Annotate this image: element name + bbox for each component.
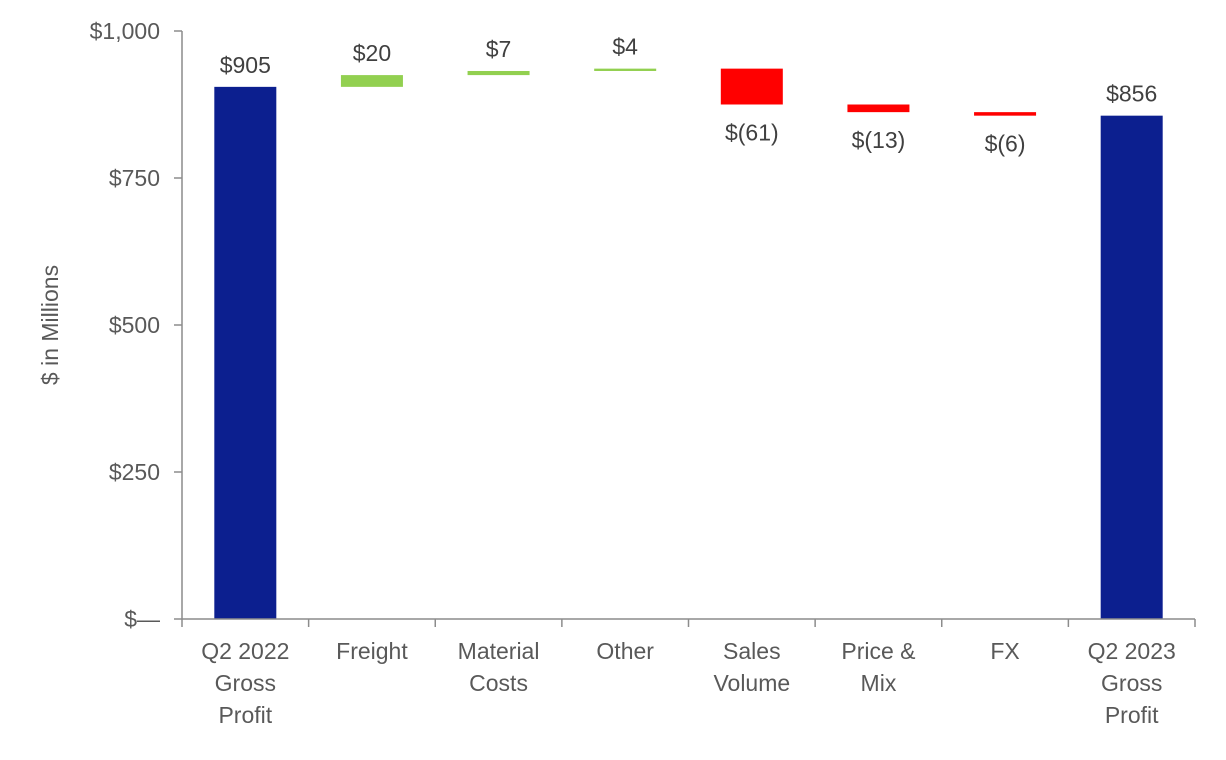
x-category-label: Sales Volume	[713, 638, 790, 696]
data-label: $(6)	[985, 131, 1026, 157]
total-bar	[214, 86, 277, 620]
y-axis-title: $ in Millions	[37, 265, 63, 385]
x-category-label-line: Profit	[218, 702, 272, 728]
data-label: $856	[1106, 81, 1157, 107]
bars	[214, 68, 1163, 620]
x-category-label-line: Freight	[336, 638, 408, 664]
x-category-label-line: Sales	[723, 638, 781, 664]
data-label: $(13)	[852, 127, 906, 153]
data-label: $7	[486, 36, 512, 62]
x-category-label: FX	[990, 638, 1019, 664]
x-category-label-line: FX	[990, 638, 1019, 664]
total-bar	[1100, 115, 1163, 619]
y-tick-label: $—	[124, 606, 160, 632]
data-labels: $905 $20 $7 $4 $(61) $(13) $(6) $856	[220, 34, 1158, 157]
decrease-bar	[847, 104, 910, 113]
x-category-label: Q2 2023 Gross Profit	[1088, 638, 1176, 728]
y-tick-label: $750	[109, 165, 160, 191]
y-tick-label: $250	[109, 459, 160, 485]
data-label: $(61)	[725, 120, 779, 146]
increase-bar	[340, 75, 403, 87]
x-category-label-line: Price &	[841, 638, 915, 664]
data-label: $20	[353, 40, 391, 66]
x-category-label-line: Volume	[713, 670, 790, 696]
x-category-label-line: Other	[596, 638, 654, 664]
x-category-label: Other	[596, 638, 654, 664]
decrease-bar	[974, 112, 1037, 116]
x-category-label: Material Costs	[458, 638, 540, 696]
y-axis: $— $250 $500 $750 $1,000	[90, 18, 183, 632]
x-category-label-line: Gross	[215, 670, 276, 696]
data-label: $4	[612, 34, 638, 60]
x-category-label: Price & Mix	[841, 638, 915, 696]
x-category-label-line: Profit	[1105, 702, 1159, 728]
increase-bar	[594, 68, 657, 71]
y-tick-label: $1,000	[90, 18, 160, 44]
x-category-label: Q2 2022 Gross Profit	[201, 638, 289, 728]
decrease-bar	[720, 68, 783, 105]
x-category-label-line: Gross	[1101, 670, 1162, 696]
x-category-label: Freight	[336, 638, 408, 664]
increase-bar	[467, 70, 530, 76]
x-category-label-line: Q2 2022	[201, 638, 289, 664]
data-label: $905	[220, 52, 271, 78]
x-category-label-line: Mix	[861, 670, 897, 696]
y-tick-label: $500	[109, 312, 160, 338]
x-axis: Q2 2022 Gross Profit Freight Material Costs Ot…	[181, 618, 1196, 728]
x-category-label-line: Costs	[469, 670, 528, 696]
x-category-label-line: Material	[458, 638, 540, 664]
x-category-label-line: Q2 2023	[1088, 638, 1176, 664]
